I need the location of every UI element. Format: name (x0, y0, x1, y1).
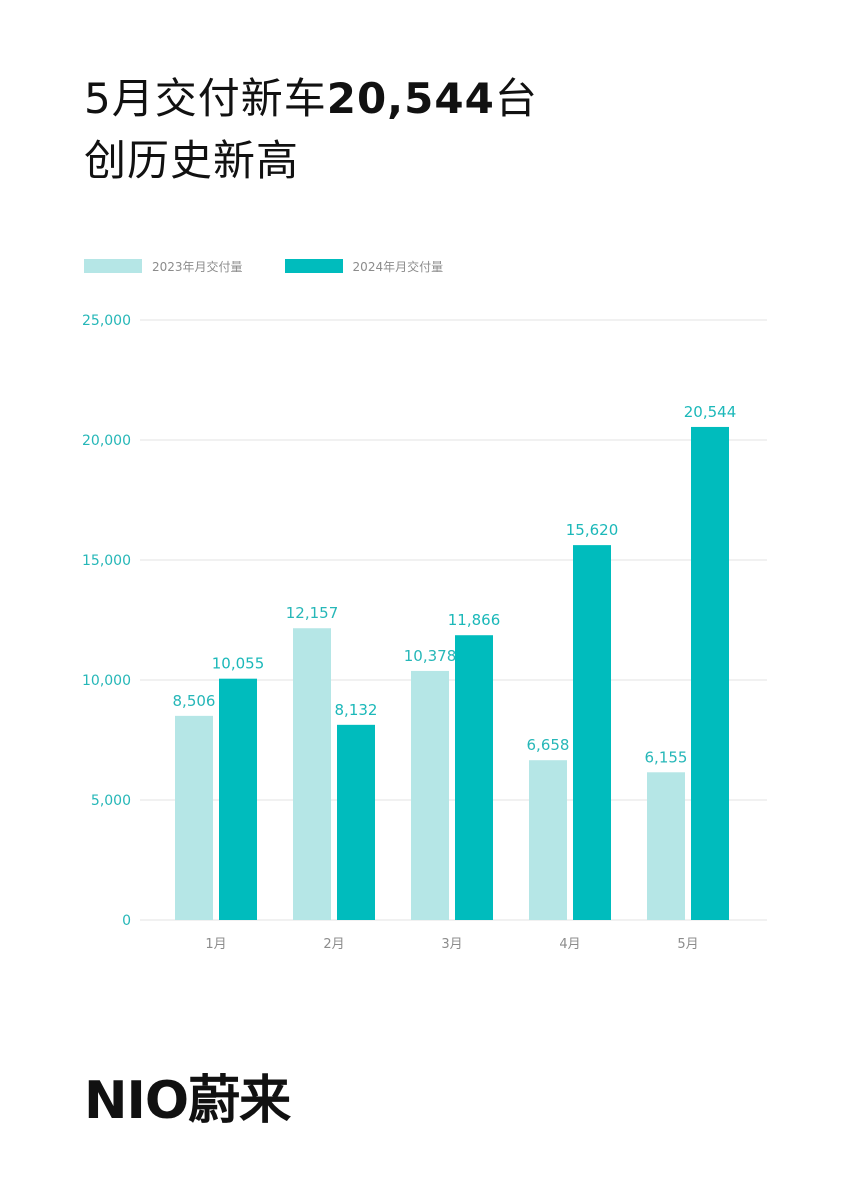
data-label: 6,658 (527, 736, 570, 754)
data-label: 8,506 (173, 692, 216, 710)
data-label: 8,132 (335, 701, 378, 719)
legend-item-2024: 2024年月交付量 (284, 258, 444, 275)
data-label: 20,544 (684, 403, 737, 421)
x-tick-label: 5月 (677, 937, 698, 952)
bar-chart: 0 5,000 10,000 15,000 20,000 25,000 8,506 10,0… (82, 313, 767, 952)
y-tick-label: 15,000 (82, 553, 131, 569)
chart-legend: 2023年月交付量 2024年月交付量 (84, 258, 485, 274)
bars (175, 426, 729, 920)
bar-2024 (219, 678, 257, 920)
bar-2024 (691, 426, 729, 920)
nio-logo-mark: NIO蔚来 (84, 1071, 292, 1130)
data-label: 6,155 (645, 748, 688, 766)
y-tick-label: 5,000 (91, 793, 131, 809)
headline: 5月交付新车20,544台 创历史新高 (84, 68, 538, 192)
y-tick-label: 0 (122, 913, 131, 929)
data-label: 11,866 (448, 611, 501, 629)
legend-swatch-2023 (84, 259, 142, 273)
y-tick-label: 20,000 (82, 433, 131, 449)
legend-item-2023: 2023年月交付量 (84, 258, 243, 275)
headline-number: 20,544 (326, 74, 495, 123)
data-label: 12,157 (286, 604, 339, 622)
bar-2023 (411, 670, 449, 920)
bar-2024 (337, 724, 375, 920)
y-axis-labels: 0 5,000 10,000 15,000 20,000 25,000 (82, 313, 131, 929)
nio-logo: NIO蔚来 (84, 1068, 354, 1130)
headline-prefix: 5月交付新车 (84, 74, 327, 123)
x-tick-label: 2月 (323, 937, 344, 952)
bar-2024 (455, 635, 493, 920)
legend-swatch-2024 (284, 259, 343, 273)
x-tick-label: 4月 (559, 937, 580, 952)
x-tick-label: 1月 (205, 937, 226, 952)
x-tick-label: 3月 (441, 937, 462, 952)
grid-layer (140, 319, 767, 921)
data-labels: 8,506 10,055 12,157 8,132 10,378 11,866 6,658 1… (173, 403, 737, 766)
nio-logo-text: NIO蔚来 (84, 1071, 291, 1130)
y-tick-label: 25,000 (82, 313, 131, 329)
bar-2023 (175, 715, 213, 920)
headline-line-2: 创历史新高 (84, 136, 300, 185)
y-tick-label: 10,000 (82, 673, 131, 689)
headline-line-1: 5月交付新车20,544台 (84, 68, 538, 130)
bar-2023 (529, 760, 567, 920)
legend-label-2023: 2023年月交付量 (152, 259, 243, 274)
bar-2024 (573, 545, 611, 920)
legend-label-2024: 2024年月交付量 (352, 259, 444, 274)
data-label: 10,378 (404, 647, 457, 665)
data-label: 15,620 (566, 521, 619, 539)
bar-2023 (293, 628, 331, 920)
x-axis-labels: 1月 2月 3月 4月 5月 (205, 937, 698, 952)
data-label: 10,055 (212, 655, 265, 673)
bar-2023 (647, 772, 685, 920)
headline-suffix: 台 (494, 74, 538, 123)
